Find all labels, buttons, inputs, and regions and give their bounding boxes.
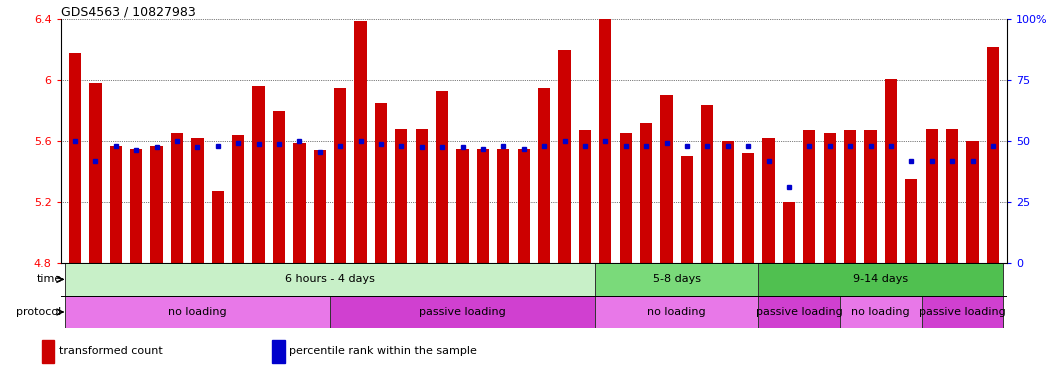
Bar <box>293 142 306 263</box>
Bar <box>885 79 897 263</box>
Bar <box>844 131 856 263</box>
Bar <box>921 296 1003 328</box>
Bar <box>110 146 121 263</box>
Text: passive loading: passive loading <box>919 307 1006 317</box>
Bar <box>330 296 595 328</box>
Text: no loading: no loading <box>647 307 706 317</box>
Bar <box>758 296 840 328</box>
Bar <box>517 149 530 263</box>
Bar <box>334 88 347 263</box>
Text: no loading: no loading <box>169 307 227 317</box>
Text: 5-8 days: 5-8 days <box>652 274 700 285</box>
Bar <box>476 149 489 263</box>
Text: transformed count: transformed count <box>59 346 162 356</box>
Text: protocol: protocol <box>17 307 62 317</box>
Bar <box>89 83 102 263</box>
Bar <box>130 149 142 263</box>
Bar <box>273 111 285 263</box>
Bar <box>762 138 775 263</box>
Bar <box>640 123 652 263</box>
Bar <box>620 134 632 263</box>
Bar <box>824 134 836 263</box>
Text: 9-14 days: 9-14 days <box>853 274 909 285</box>
Bar <box>865 131 876 263</box>
Bar <box>69 53 81 263</box>
Bar <box>840 296 921 328</box>
Text: no loading: no loading <box>851 307 910 317</box>
Bar <box>355 21 366 263</box>
Text: 6 hours - 4 days: 6 hours - 4 days <box>285 274 375 285</box>
Bar <box>192 138 203 263</box>
Bar <box>375 103 387 263</box>
Bar <box>926 129 938 263</box>
Bar <box>595 263 758 296</box>
Bar <box>758 263 1003 296</box>
Bar <box>742 153 754 263</box>
Bar <box>599 19 611 263</box>
Text: passive loading: passive loading <box>419 307 506 317</box>
Bar <box>987 46 999 263</box>
Bar <box>681 156 693 263</box>
Bar <box>42 340 54 362</box>
Bar <box>65 296 330 328</box>
Bar <box>151 146 162 263</box>
Bar <box>272 340 285 362</box>
Bar <box>497 149 510 263</box>
Bar <box>396 129 407 263</box>
Text: time: time <box>37 274 62 285</box>
Bar <box>436 91 448 263</box>
Bar <box>701 104 713 263</box>
Bar <box>579 131 592 263</box>
Bar <box>211 191 224 263</box>
Bar <box>416 129 428 263</box>
Bar <box>906 179 917 263</box>
Text: passive loading: passive loading <box>756 307 843 317</box>
Bar <box>661 95 672 263</box>
Bar <box>456 149 469 263</box>
Bar <box>232 135 244 263</box>
Bar <box>783 202 795 263</box>
Bar <box>966 141 979 263</box>
Text: percentile rank within the sample: percentile rank within the sample <box>289 346 476 356</box>
Text: GDS4563 / 10827983: GDS4563 / 10827983 <box>61 5 196 18</box>
Bar <box>595 296 758 328</box>
Bar <box>721 141 734 263</box>
Bar <box>538 88 551 263</box>
Bar <box>558 50 571 263</box>
Bar <box>314 150 326 263</box>
Bar <box>252 86 265 263</box>
Bar <box>65 263 595 296</box>
Bar <box>171 134 183 263</box>
Bar <box>946 129 958 263</box>
Bar <box>803 131 816 263</box>
